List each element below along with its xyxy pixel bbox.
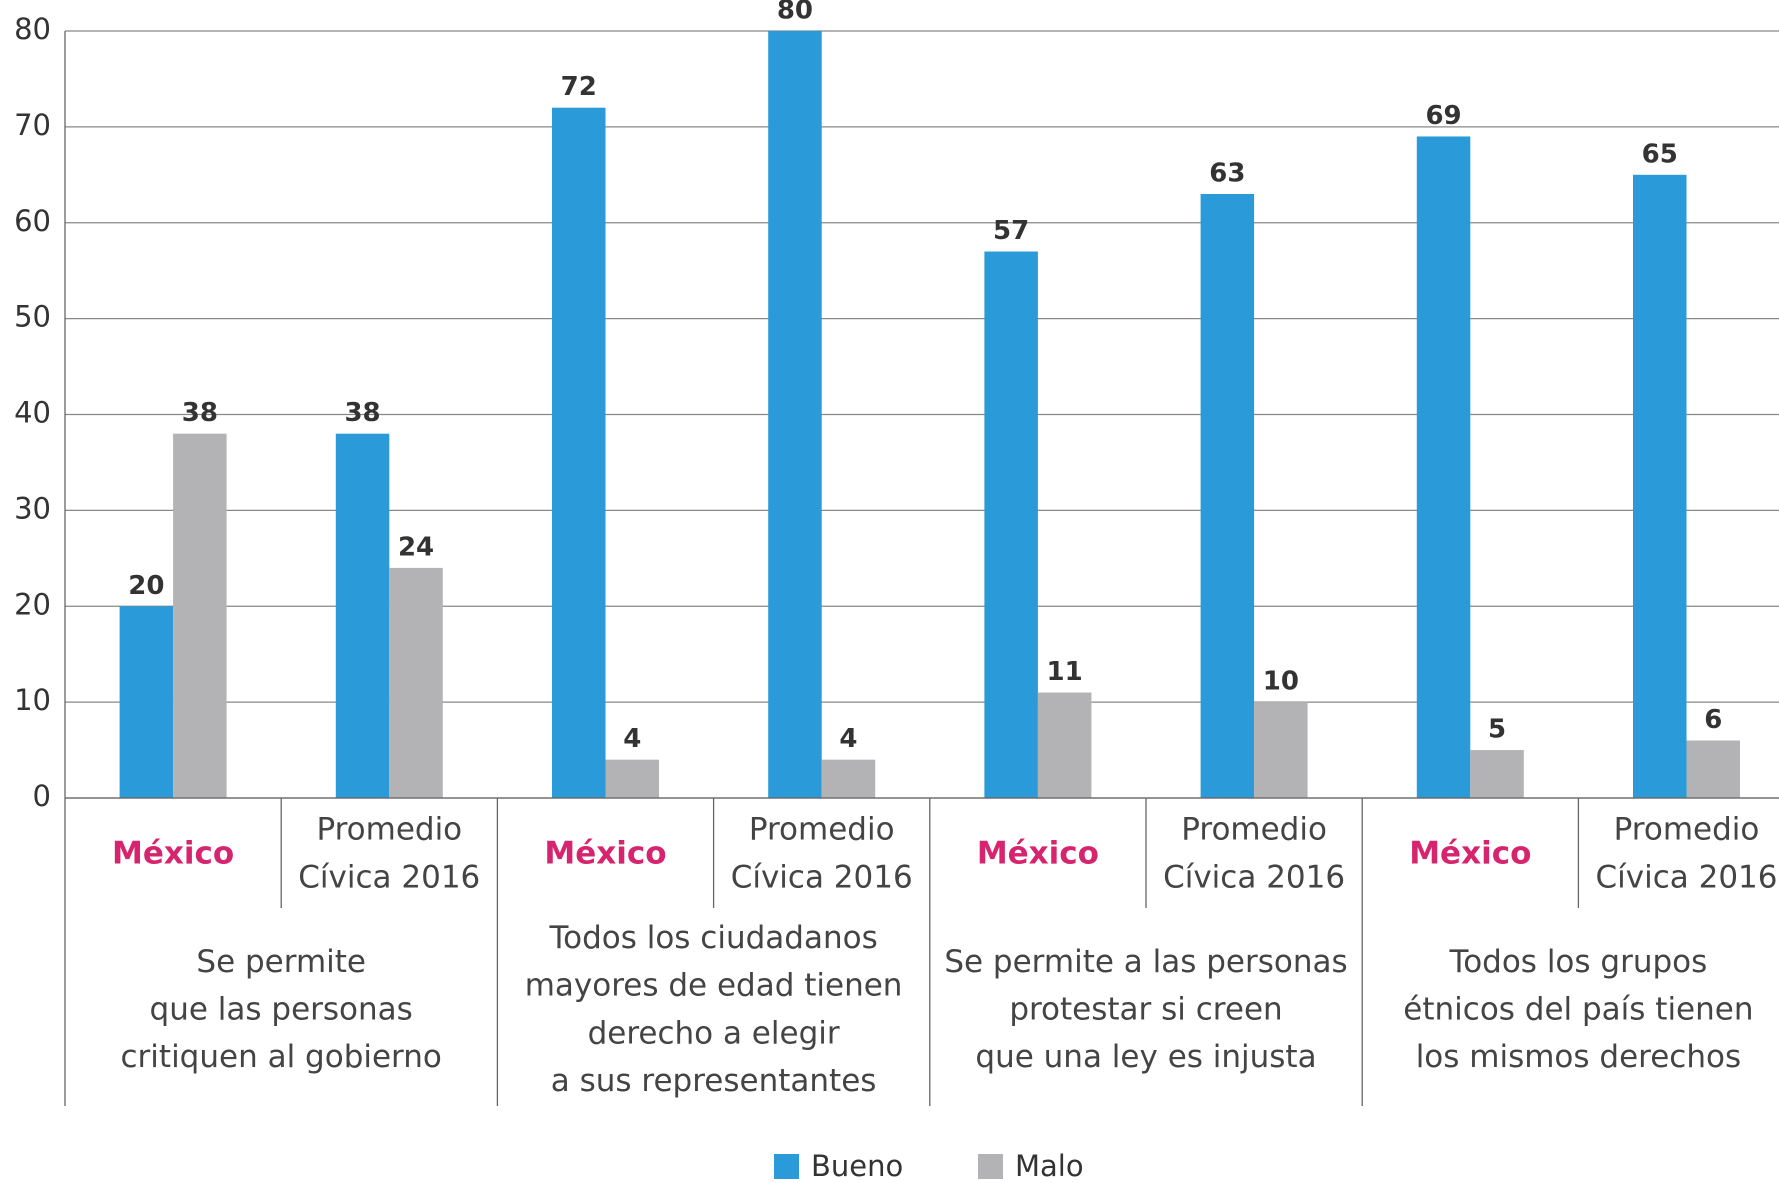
x-tick-label: Promedio: [1614, 812, 1760, 848]
bar: [1037, 692, 1092, 798]
group-label: Se permite: [196, 944, 366, 980]
data-label: 65: [1642, 139, 1678, 169]
data-label: 11: [1047, 657, 1083, 687]
data-label: 38: [182, 398, 218, 428]
legend-swatch: [774, 1154, 799, 1179]
data-label: 20: [128, 571, 164, 601]
bar: [768, 31, 822, 798]
x-tick-label: México: [977, 836, 1099, 872]
data-label: 69: [1425, 101, 1461, 131]
y-tick-label: 50: [14, 300, 51, 334]
data-label: 80: [777, 0, 813, 26]
x-tick-label: México: [1409, 836, 1531, 872]
data-label: 4: [623, 724, 641, 754]
x-tick-label: Promedio: [316, 812, 462, 848]
x-tick-label: Cívica 2016: [731, 859, 913, 895]
x-tick-label: Cívica 2016: [1595, 859, 1777, 895]
y-tick-label: 30: [14, 491, 51, 525]
y-tick-label: 40: [14, 396, 51, 430]
data-label: 24: [398, 532, 434, 562]
bar: [1686, 740, 1740, 798]
group-label: que las personas: [150, 992, 413, 1028]
x-tick-label: México: [544, 836, 666, 872]
data-label: 57: [993, 216, 1029, 246]
bar: [821, 759, 876, 798]
data-label: 10: [1263, 667, 1299, 697]
bar: [1416, 136, 1471, 798]
group-label: Se permite a las personas: [944, 944, 1347, 980]
bar: [1254, 702, 1308, 798]
bar: [552, 107, 606, 798]
group-label: étnicos del país tienen: [1403, 992, 1753, 1028]
group-label: a sus representantes: [551, 1063, 877, 1099]
x-tick-label: Promedio: [749, 812, 895, 848]
legend-swatch: [978, 1154, 1003, 1179]
data-label: 4: [839, 724, 857, 754]
x-tick-label: México: [112, 836, 234, 872]
bar: [119, 606, 174, 798]
y-tick-label: 80: [14, 12, 51, 46]
bar: [1200, 193, 1255, 799]
data-label: 6: [1704, 705, 1722, 735]
bar: [335, 433, 390, 798]
group-label: que una ley es injusta: [975, 1039, 1316, 1075]
legend-label: Malo: [1015, 1149, 1084, 1183]
y-tick-label: 10: [14, 683, 51, 717]
bar: [1470, 750, 1524, 798]
group-label: Todos los ciudadanos: [548, 920, 877, 956]
y-tick-label: 20: [14, 587, 51, 621]
x-tick-label: Cívica 2016: [1163, 859, 1345, 895]
bar: [173, 433, 227, 798]
group-label: Todos los grupos: [1449, 944, 1708, 980]
y-tick-label: 0: [33, 779, 51, 813]
data-label: 63: [1209, 158, 1245, 188]
bar: [984, 251, 1038, 798]
data-label: 72: [561, 72, 597, 102]
group-label: protestar si creen: [1009, 992, 1282, 1028]
group-label: mayores de edad tienen: [525, 968, 903, 1004]
data-label: 5: [1488, 715, 1506, 745]
group-label: los mismos derechos: [1416, 1039, 1741, 1075]
y-tick-label: 60: [14, 204, 51, 238]
group-label: critiquen al gobierno: [121, 1039, 442, 1075]
y-tick-label: 70: [14, 108, 51, 142]
data-label: 38: [344, 398, 380, 428]
bar: [1633, 174, 1687, 798]
bar: [605, 759, 659, 798]
legend-label: Bueno: [811, 1149, 903, 1183]
bar: [389, 567, 443, 798]
group-label: derecho a elegir: [588, 1015, 840, 1051]
x-tick-label: Promedio: [1181, 812, 1327, 848]
x-tick-label: Cívica 2016: [298, 859, 480, 895]
